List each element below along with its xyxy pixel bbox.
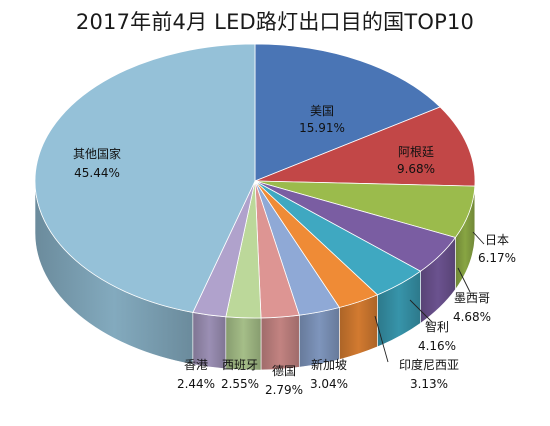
slice-value-智利: 4.16% xyxy=(418,339,456,353)
slice-value-德国: 2.79% xyxy=(265,383,303,397)
slice-value-新加坡: 3.04% xyxy=(310,377,348,391)
chart-title: 2017年前4月 LED路灯出口目的国TOP10 xyxy=(75,10,475,34)
slice-value-印度尼西亚: 3.13% xyxy=(410,377,448,391)
slice-name-阿根廷: 阿根廷 xyxy=(398,145,434,159)
slice-name-新加坡: 新加坡 xyxy=(311,357,347,372)
slice-value-日本: 6.17% xyxy=(478,251,516,265)
slice-name-日本: 日本 xyxy=(485,233,509,247)
slice-name-智利: 智利 xyxy=(425,319,449,334)
leader-line-印度尼西亚 xyxy=(374,315,389,363)
slice-name-其他国家: 其他国家 xyxy=(73,146,121,161)
leader-line-智利 xyxy=(409,299,433,323)
leader-line-墨西哥 xyxy=(457,267,471,293)
slice-name-德国: 德国 xyxy=(272,363,296,378)
slice-value-其他国家: 45.44% xyxy=(74,166,120,180)
slice-value-西班牙: 2.55% xyxy=(221,377,259,391)
slice-name-香港: 香港 xyxy=(184,358,208,372)
pie-slice-其他国家 xyxy=(34,43,256,313)
slice-value-阿根廷: 9.68% xyxy=(397,162,435,176)
slice-value-香港: 2.44% xyxy=(177,377,215,391)
slice-value-墨西哥: 4.68% xyxy=(453,310,491,324)
slice-name-美国: 美国 xyxy=(310,104,334,118)
slice-name-西班牙: 西班牙 xyxy=(222,358,258,372)
leader-line-日本 xyxy=(472,231,485,245)
slice-name-墨西哥: 墨西哥 xyxy=(454,291,490,305)
pie-slice-美国 xyxy=(254,43,441,182)
pie-slice-阿根廷 xyxy=(254,106,476,187)
pie-side-德国 xyxy=(260,314,300,371)
slice-value-美国: 15.91% xyxy=(299,121,345,135)
slice-name-印度尼西亚: 印度尼西亚 xyxy=(399,357,459,372)
